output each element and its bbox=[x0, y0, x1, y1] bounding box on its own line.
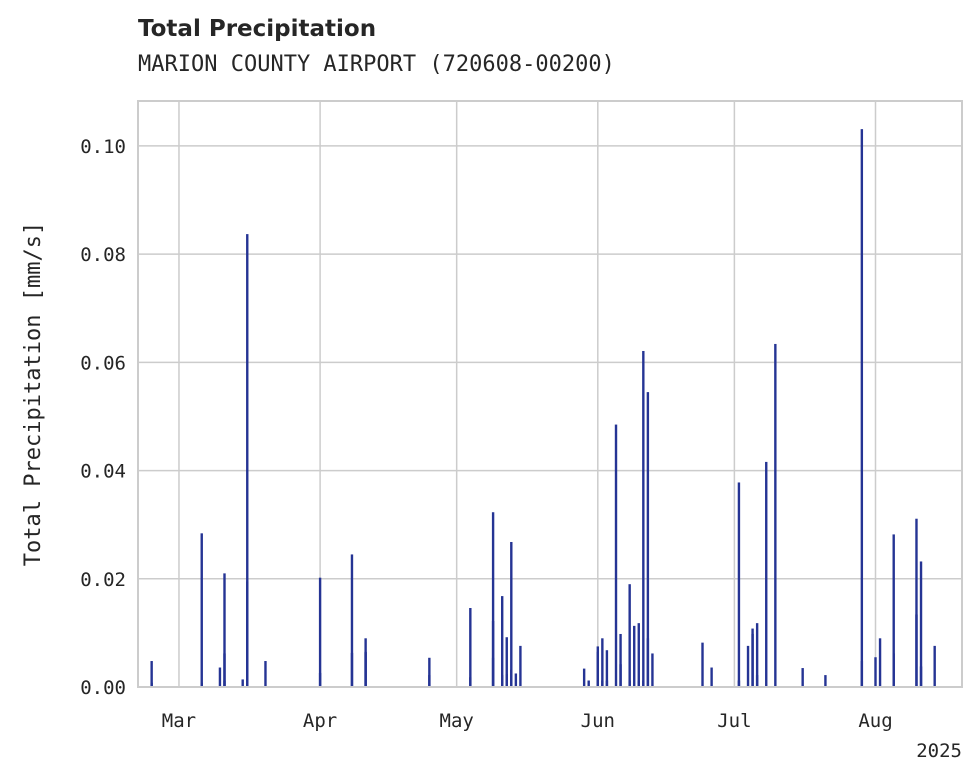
precipitation-bar bbox=[619, 664, 622, 687]
y-tick-label: 0.00 bbox=[80, 677, 126, 699]
plot-frame bbox=[137, 100, 963, 688]
precipitation-bar bbox=[428, 657, 431, 687]
precipitation-bar bbox=[628, 584, 631, 687]
precipitation-bar bbox=[746, 645, 750, 687]
precipitation-bar bbox=[428, 675, 431, 687]
precipitation-bar bbox=[510, 541, 513, 687]
precipitation-bar bbox=[933, 645, 936, 687]
precipitation-bar bbox=[628, 680, 631, 687]
precipitation-bar bbox=[596, 680, 600, 687]
precipitation-bar bbox=[642, 350, 645, 687]
precipitation-bar bbox=[860, 129, 864, 687]
chart-subtitle: MARION COUNTY AIRPORT (720608-00200) bbox=[138, 52, 615, 77]
precipitation-bar bbox=[605, 680, 609, 687]
precipitation-bar bbox=[246, 234, 249, 687]
precipitation-bar bbox=[701, 642, 704, 687]
precipitation-bar bbox=[200, 533, 203, 687]
precipitation-bar bbox=[491, 657, 495, 687]
precipitation-bar bbox=[751, 628, 754, 687]
precipitation-bar bbox=[774, 343, 777, 687]
precipitation-bar bbox=[587, 680, 590, 687]
precipitation-bar bbox=[892, 653, 895, 687]
x-axis-ticks: Mar Apr May Jun Jul Aug bbox=[162, 710, 893, 732]
precipitation-bar bbox=[582, 668, 586, 687]
precipitation-bar bbox=[646, 392, 650, 687]
precipitation-bar bbox=[651, 653, 654, 687]
precipitation-bar bbox=[633, 625, 636, 687]
precipitation-bar bbox=[637, 623, 640, 687]
chart-title: Total Precipitation bbox=[138, 16, 377, 42]
precipitation-bar bbox=[519, 645, 522, 687]
x-tick-label: Jul bbox=[717, 710, 751, 732]
precipitation-bar bbox=[765, 461, 768, 687]
precipitation-bar bbox=[646, 638, 650, 687]
precipitation-bar bbox=[150, 661, 153, 687]
x-axis-offset-label: 2025 bbox=[916, 740, 962, 762]
precipitation-bar bbox=[469, 677, 472, 687]
precipitation-bar bbox=[500, 596, 504, 687]
precipitation-bar bbox=[364, 651, 367, 687]
precipitation-bar bbox=[860, 661, 864, 687]
precipitation-bar bbox=[801, 668, 804, 687]
precipitation-bar bbox=[223, 680, 226, 687]
precipitation-bar bbox=[505, 674, 508, 687]
precipitation-bar bbox=[755, 675, 759, 687]
precipitation-bar bbox=[619, 633, 622, 687]
precipitation-bar bbox=[824, 675, 827, 687]
precipitation-bar bbox=[469, 608, 472, 687]
precipitation-bar bbox=[915, 518, 918, 687]
precipitation-bar bbox=[874, 657, 877, 687]
precipitation-bar bbox=[637, 680, 640, 687]
precipitation-bar bbox=[350, 554, 354, 687]
precipitation-bar bbox=[737, 482, 741, 687]
precipitation-bar bbox=[642, 680, 645, 687]
precipitation-bar bbox=[605, 650, 609, 687]
precipitation-bar bbox=[218, 667, 222, 687]
precipitation-bar bbox=[264, 661, 267, 687]
precipitation-bar bbox=[919, 666, 923, 687]
precipitation-bar bbox=[596, 651, 600, 687]
y-tick-label: 0.06 bbox=[80, 352, 126, 374]
precipitation-bar bbox=[505, 637, 508, 687]
x-tick-label: Jun bbox=[581, 710, 615, 732]
x-tick-label: Aug bbox=[858, 710, 892, 732]
precipitation-bar bbox=[601, 680, 604, 687]
precipitation-bar bbox=[223, 653, 226, 687]
precipitation-bar bbox=[318, 577, 322, 687]
precipitation-bar bbox=[514, 673, 518, 687]
precipitation-bar bbox=[737, 680, 741, 687]
precipitation-bar bbox=[755, 623, 759, 687]
precipitation-bar bbox=[241, 679, 244, 687]
x-tick-label: Apr bbox=[303, 710, 337, 732]
precipitation-bar bbox=[919, 561, 923, 687]
x-tick-label: May bbox=[440, 710, 474, 732]
y-tick-label: 0.08 bbox=[80, 244, 126, 266]
y-axis-ticks: 0.00 0.02 0.04 0.06 0.08 0.10 bbox=[80, 136, 126, 699]
precipitation-bar bbox=[614, 424, 618, 687]
precipitation-bar bbox=[710, 667, 713, 687]
grid-lines bbox=[138, 101, 962, 688]
precipitation-bars bbox=[150, 129, 936, 687]
y-tick-label: 0.10 bbox=[80, 136, 126, 158]
precipitation-bar bbox=[878, 638, 882, 687]
y-tick-label: 0.04 bbox=[80, 461, 126, 483]
x-tick-label: Mar bbox=[162, 710, 196, 732]
precipitation-bar bbox=[491, 512, 495, 687]
precipitation-bar bbox=[892, 534, 895, 687]
precipitation-bar bbox=[510, 669, 513, 687]
y-axis-label: Total Precipitation [mm/s] bbox=[21, 222, 46, 566]
precipitation-bar bbox=[223, 573, 226, 687]
precipitation-bar bbox=[246, 624, 249, 687]
y-tick-label: 0.02 bbox=[80, 569, 126, 591]
precipitation-bar bbox=[601, 638, 604, 687]
